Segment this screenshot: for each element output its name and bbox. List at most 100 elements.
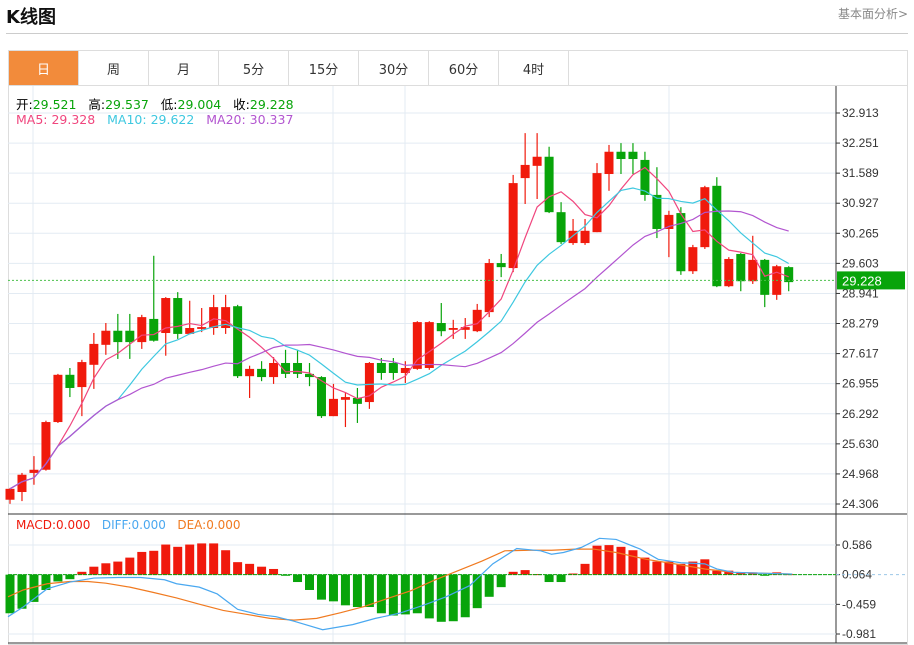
candle-body [640, 159, 650, 195]
macd-value: MACD:0.000 [16, 518, 91, 532]
candle [17, 472, 27, 502]
candle [137, 314, 147, 349]
candle [784, 266, 794, 292]
tab-month[interactable]: 月 [149, 51, 219, 86]
candle [676, 207, 686, 275]
tab-15min[interactable]: 15分 [289, 51, 359, 86]
macd-bar [544, 574, 554, 583]
tab-week[interactable]: 周 [79, 51, 149, 86]
candle [376, 357, 386, 380]
candle [520, 133, 530, 204]
tab-day[interactable]: 日 [9, 51, 79, 86]
macd-bar [664, 561, 674, 575]
candle [245, 365, 255, 398]
macd-bar [53, 574, 63, 582]
candle-body [328, 398, 338, 417]
price-tick-label: 28.941 [842, 286, 879, 300]
macd-bar [520, 570, 530, 575]
candle-body [173, 298, 183, 334]
candle-body [628, 151, 638, 160]
macd-bar [592, 545, 602, 575]
ma10-line [9, 187, 789, 490]
macd-bar [137, 551, 147, 575]
candle-body [364, 362, 374, 403]
macd-tick-label: -0.981 [842, 627, 876, 641]
candle [328, 383, 338, 417]
macd-bar [209, 543, 219, 575]
macd-bar [424, 574, 434, 619]
macd-bar [568, 573, 578, 575]
macd-bar [328, 574, 338, 602]
fundamental-analysis-link[interactable]: 基本面分析> [837, 7, 908, 21]
macd-bar [604, 545, 614, 575]
candle-body [748, 259, 758, 282]
macd-bar [460, 574, 470, 618]
candle-body [257, 368, 267, 378]
candle [65, 367, 75, 398]
candle [460, 318, 470, 339]
macd-bar [364, 574, 374, 608]
macd-bar [712, 570, 722, 575]
candle-body [209, 307, 219, 329]
macd-bar [496, 574, 506, 588]
macd-bar [628, 550, 638, 575]
macd-bar [400, 574, 410, 615]
ma-info: MA5: 29.328 MA10: 29.622 MA20: 30.337 [16, 112, 293, 127]
candle [305, 362, 314, 387]
macd-bar [376, 574, 386, 614]
tab-4hour[interactable]: 4时 [499, 51, 569, 86]
macd-bar [556, 574, 566, 583]
candle [592, 163, 602, 233]
candle-body [197, 327, 207, 329]
candle [221, 294, 231, 334]
last-price-label: 29.228 [842, 273, 882, 288]
candle [185, 300, 195, 334]
tab-30min[interactable]: 30分 [359, 51, 429, 86]
candle [544, 146, 554, 214]
ma10-value: MA10: 29.622 [107, 112, 195, 127]
candle [89, 333, 99, 389]
candle-body [736, 253, 746, 282]
candle-body [460, 327, 470, 330]
candle-body [89, 343, 99, 365]
candle [424, 321, 434, 370]
price-tick-label: 25.630 [842, 437, 879, 451]
candle [209, 294, 219, 335]
candle-body [604, 151, 614, 175]
candle [340, 392, 350, 428]
candle-body [580, 230, 590, 244]
candle [448, 319, 458, 339]
price-tick-label: 27.617 [842, 347, 879, 361]
candle-body [556, 212, 566, 243]
candle [556, 202, 566, 244]
candle [604, 144, 614, 191]
tab-5min[interactable]: 5分 [219, 51, 289, 86]
price-tick-label: 24.968 [842, 467, 879, 481]
macd-bar [508, 571, 518, 575]
candle [281, 349, 291, 378]
candle-body [592, 173, 602, 233]
macd-bar [652, 561, 662, 575]
price-tick-label: 32.251 [842, 136, 879, 150]
candle [652, 167, 662, 239]
price-tick-label: 29.603 [842, 256, 879, 270]
candle [113, 313, 123, 359]
candle-body [113, 330, 123, 343]
candle [508, 174, 518, 273]
macd-bar [5, 574, 15, 614]
tab-60min[interactable]: 60分 [429, 51, 499, 86]
last-price-badge [837, 271, 905, 290]
macd-bar [305, 574, 314, 590]
candle-body [233, 306, 243, 377]
macd-bar [197, 543, 207, 575]
macd-bar [293, 574, 303, 583]
macd-bar [736, 572, 746, 575]
candle-body [700, 187, 710, 248]
macd-bar [149, 550, 159, 575]
macd-bar [125, 557, 135, 575]
macd-bar [77, 571, 87, 575]
candle-body [532, 156, 542, 166]
macd-bar [233, 562, 243, 575]
macd-bar [700, 559, 710, 575]
